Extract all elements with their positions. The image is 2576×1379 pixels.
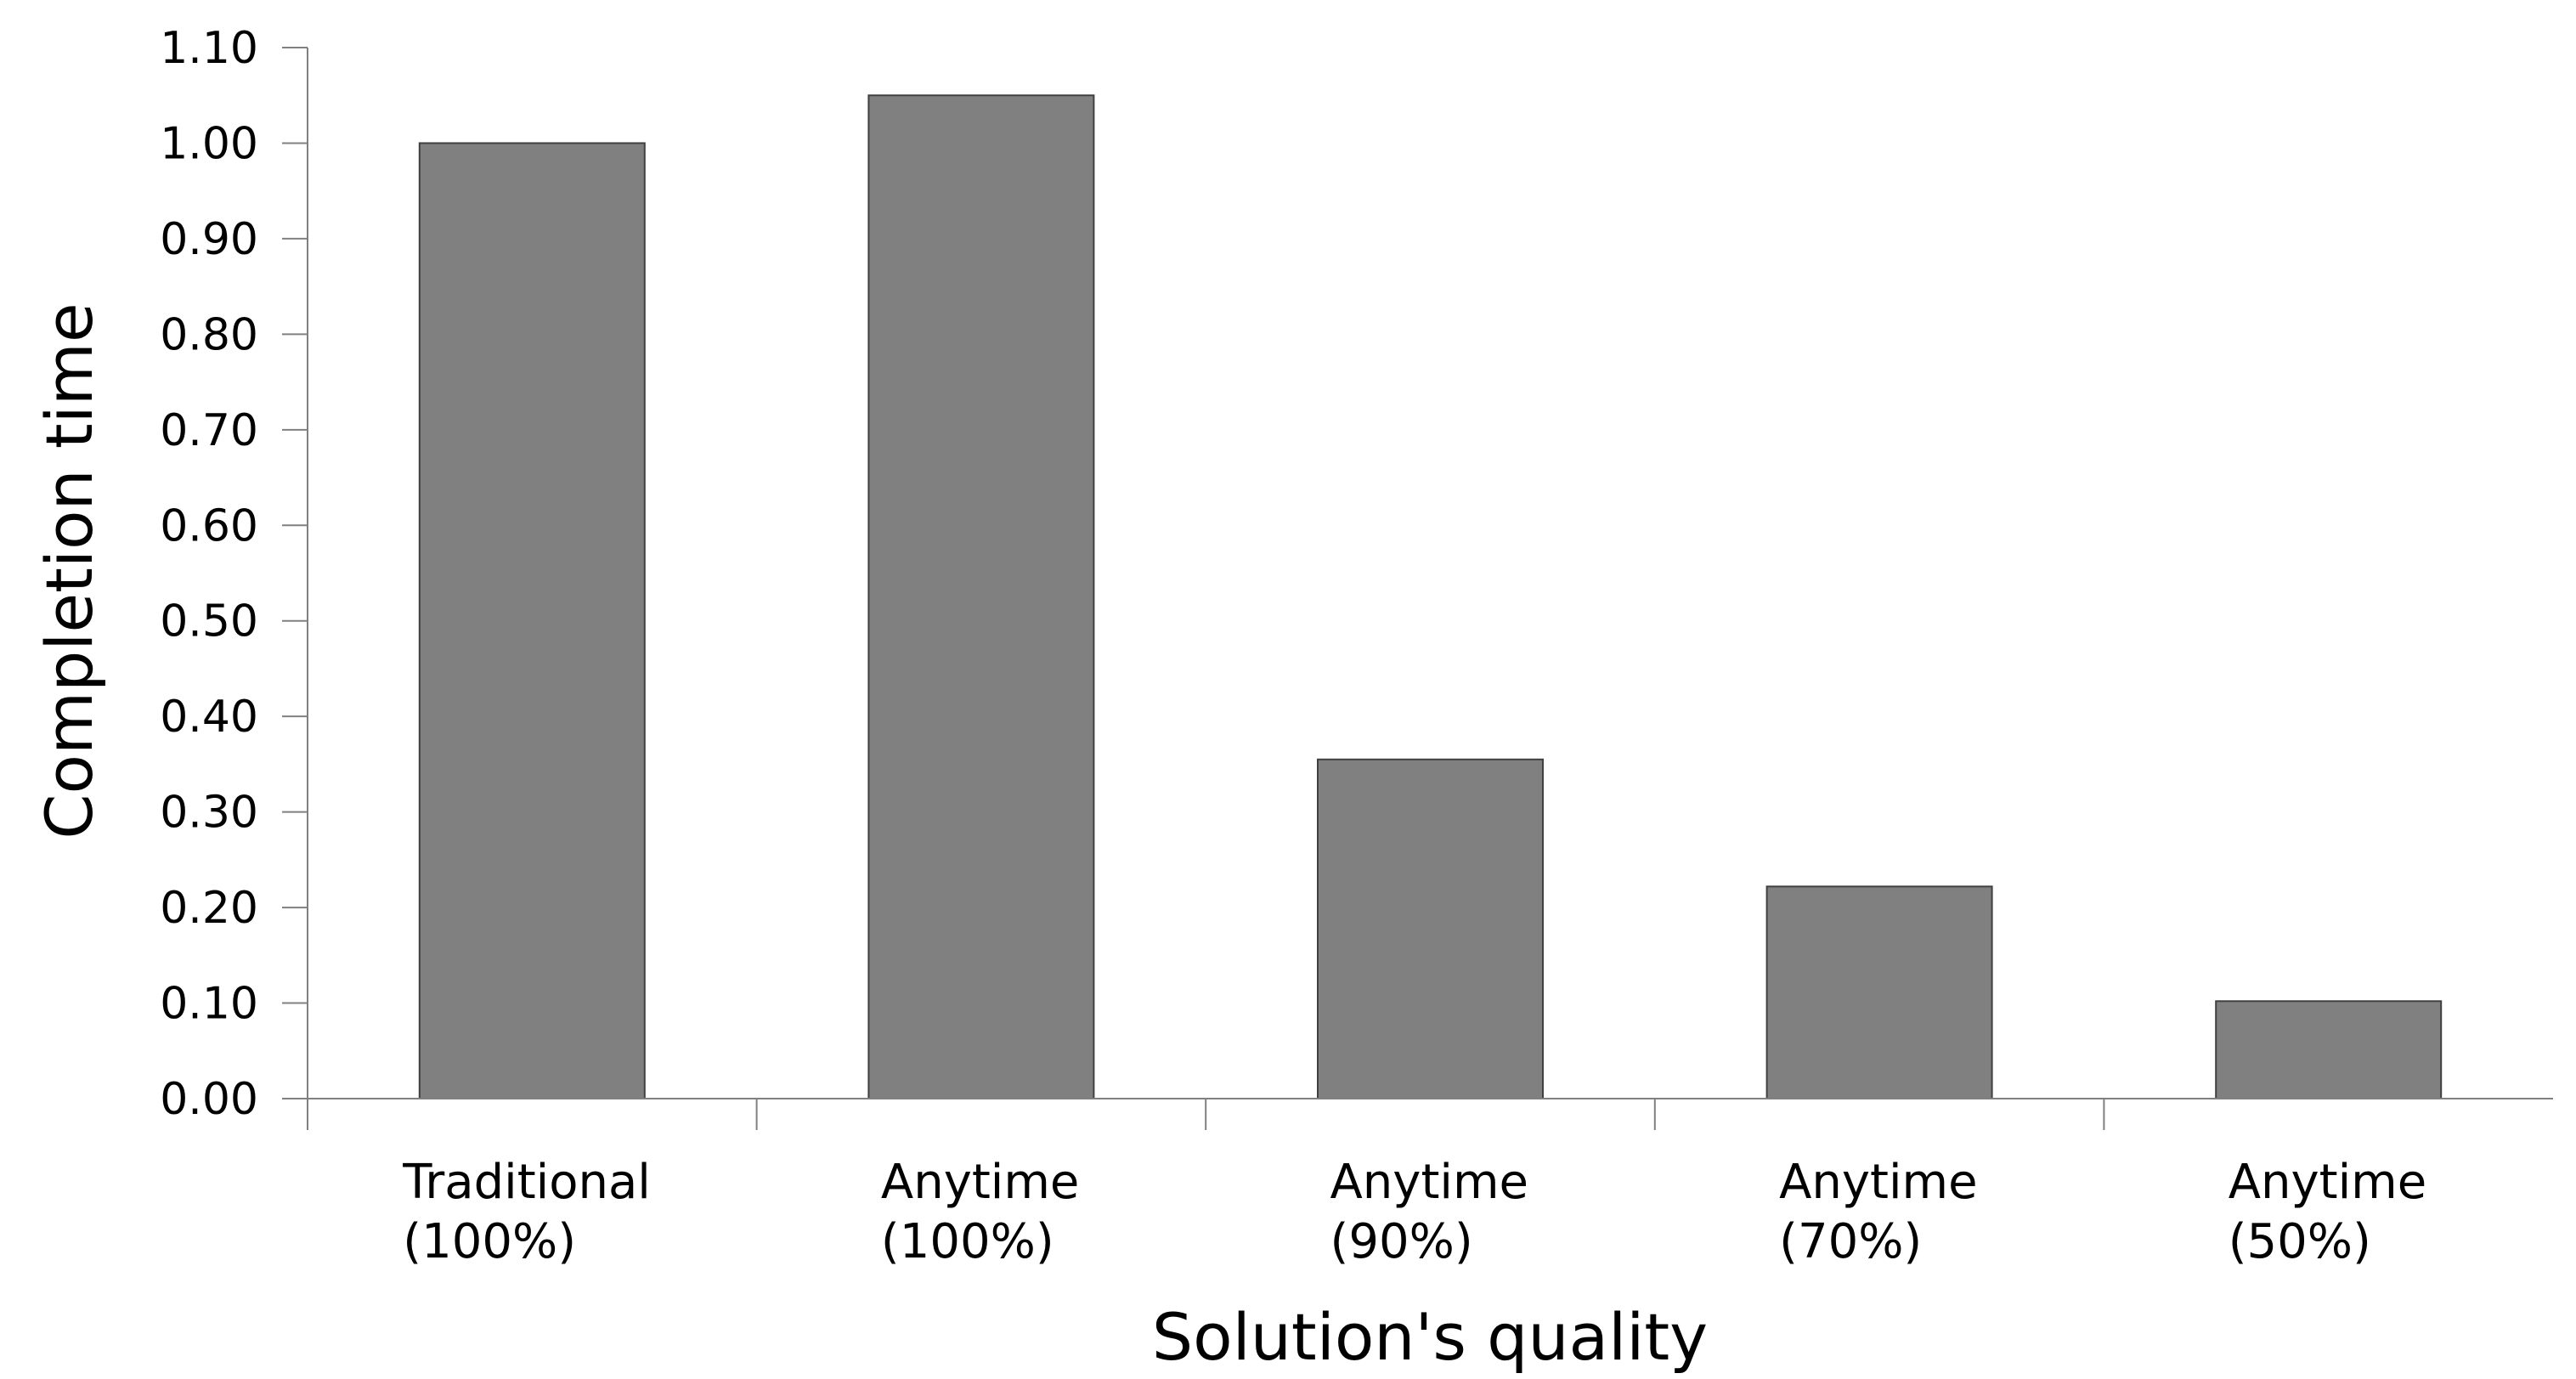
y-tick-label: 0.60 [160,500,258,551]
y-tick-label: 0.00 [160,1074,258,1125]
y-axis-title: Completion time [31,302,107,839]
y-tick-label: 0.90 [160,214,258,265]
y-tick-label: 0.70 [160,405,258,456]
x-tick-label: Traditional (100%) [402,1155,651,1269]
x-tick-label: Anytime (90%) [1330,1155,1528,1269]
bars [418,94,2443,1100]
bar [867,94,1095,1099]
x-tick-label: Anytime (50%) [2229,1155,2426,1269]
x-axis-title: Solution's quality [1152,1299,1708,1375]
x-tick-label: Anytime (70%) [1779,1155,1977,1269]
y-tick-label: 0.10 [160,979,258,1030]
x-axis-ticks: Traditional (100%) Anytime (100%) Anytime (90… [402,1099,2426,1269]
bar [418,142,646,1099]
x-tick-label: Anytime (100%) [881,1155,1079,1269]
y-tick-label: 0.20 [160,883,258,934]
y-tick-label: 1.00 [160,118,258,169]
bar [1317,758,1544,1099]
y-tick-label: 0.40 [160,692,258,743]
y-axis-ticks: 0.00 0.10 0.20 0.30 0.40 0.50 0.60 0.70 0.80 0.90… [160,23,308,1125]
y-tick-label: 0.30 [160,788,258,839]
y-tick-label: 1.10 [160,23,258,74]
bar [1765,885,1993,1100]
y-tick-label: 0.80 [160,309,258,360]
y-tick-label: 0.50 [160,596,258,647]
bar [2215,1000,2443,1100]
